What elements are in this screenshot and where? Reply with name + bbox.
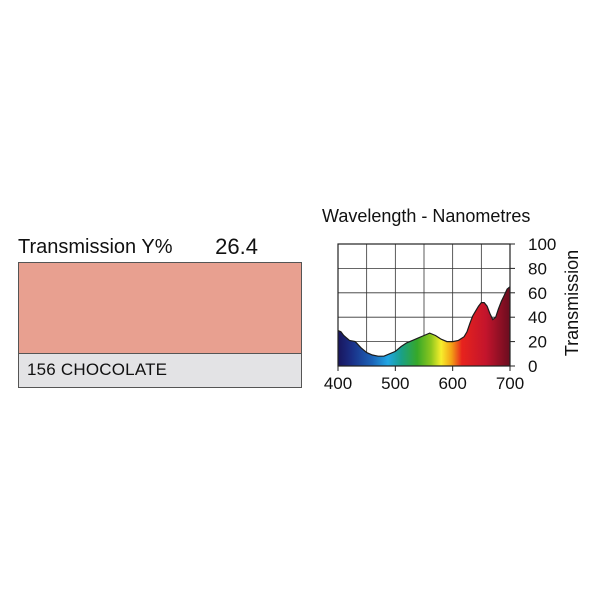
- plot-frame: [337, 243, 511, 367]
- x-tick-label: 700: [496, 374, 524, 393]
- y-tick-label: 40: [528, 308, 547, 327]
- swatch-divider: [19, 353, 301, 354]
- y-tick-label: 100: [528, 235, 556, 254]
- x-tick-label: 400: [324, 374, 352, 393]
- filter-swatch-card: 156 CHOCOLATE: [18, 262, 302, 388]
- y-tick-label: 60: [528, 284, 547, 303]
- filter-name: 156 CHOCOLATE: [27, 360, 168, 379]
- spectrum-curve: [337, 286, 511, 357]
- x-tick-label: 600: [438, 374, 466, 393]
- y-tick-label: 0: [528, 357, 537, 376]
- y-axis-label: Transmission: [562, 250, 582, 356]
- spectrum-area: [338, 286, 510, 366]
- transmission-header: Transmission Y% 26.4: [18, 234, 304, 264]
- chart-title: Wavelength - Nanometres: [322, 206, 531, 226]
- color-swatch: [19, 263, 301, 353]
- filter-name-bar: 156 CHOCOLATE: [19, 354, 301, 387]
- transmission-value: 26.4: [215, 234, 258, 259]
- transmission-label: Transmission Y%: [18, 236, 173, 258]
- y-tick-label: 80: [528, 259, 547, 278]
- y-tick-label: 20: [528, 333, 547, 352]
- x-tick-label: 500: [381, 374, 409, 393]
